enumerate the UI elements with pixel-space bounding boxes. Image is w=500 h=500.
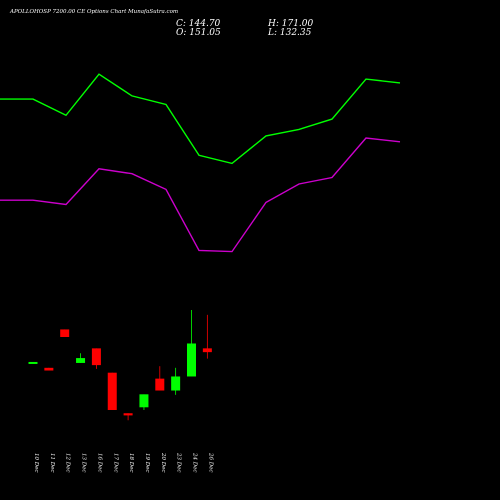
x-tick-label: 23 Dec: [176, 452, 182, 473]
x-tick-label: 20 Dec: [160, 452, 166, 473]
candle: [44, 367, 54, 371]
open-value: O: 151.05: [176, 28, 221, 38]
candle: [171, 367, 181, 395]
candle-body: [91, 348, 101, 366]
candle-body: [76, 358, 86, 363]
candle-body: [139, 394, 149, 408]
x-tick-label: 12 Dec: [65, 453, 71, 473]
low-value: L: 132.35: [268, 28, 312, 38]
x-tick-label: 16 Dec: [96, 453, 102, 473]
x-tick-label: 13 Dec: [81, 453, 87, 473]
candle: [60, 329, 70, 338]
series-line-1: [0, 137, 401, 253]
candle-body: [155, 378, 165, 391]
candle-body: [44, 367, 54, 371]
x-tick-label: 24 Dec: [192, 452, 198, 473]
close-value: C: 144.70: [176, 19, 221, 29]
x-tick-label: 10 Dec: [33, 453, 39, 473]
candle-body: [28, 361, 38, 364]
candle-body: [187, 343, 196, 377]
x-tick-label: 18 Dec: [128, 453, 134, 473]
candle-body: [171, 376, 181, 391]
candle: [187, 309, 196, 377]
x-tick-label: 11 Dec: [49, 453, 55, 473]
candle: [123, 413, 133, 421]
x-tick-label: 26 Dec: [207, 452, 213, 473]
candle-body: [107, 372, 117, 410]
candle-body: [123, 413, 133, 416]
candle-body: [60, 329, 70, 338]
candle: [107, 372, 117, 410]
candle: [91, 348, 101, 369]
candle-body: [202, 348, 212, 353]
high-value: H: 171.00: [268, 19, 314, 29]
candle: [76, 353, 86, 363]
x-tick-label: 17 Dec: [112, 453, 118, 473]
chart-title: APOLLOHOSP 7200.00 CE Options Chart Muna…: [10, 9, 179, 15]
candle: [28, 361, 38, 364]
candle: [155, 366, 165, 391]
candle: [202, 314, 212, 359]
series-line-0: [0, 73, 401, 165]
x-tick-label: 19 Dec: [144, 453, 150, 473]
candle: [139, 394, 149, 410]
